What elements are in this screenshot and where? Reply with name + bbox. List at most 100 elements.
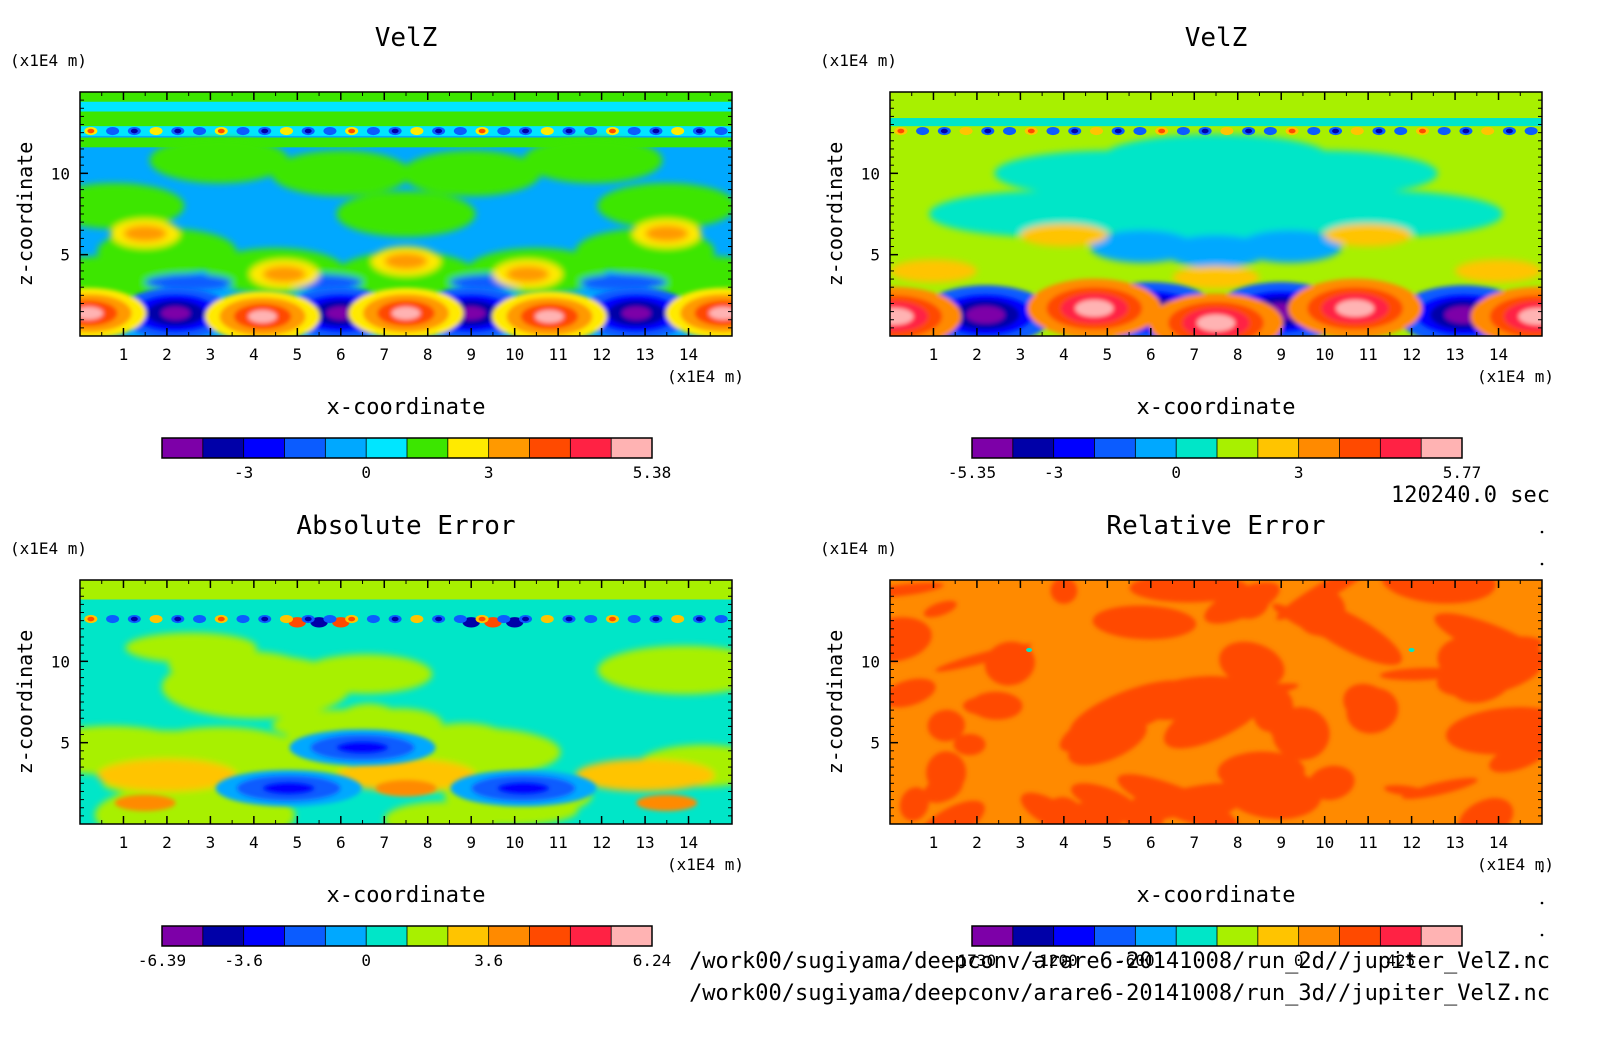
x-tick-label: 14 — [1489, 345, 1508, 364]
x-tick-label: 11 — [1359, 833, 1378, 852]
y-tick-label: 5 — [870, 734, 880, 753]
y-unit-label: (x1E4 m) — [10, 539, 87, 558]
x-tick-label: 2 — [162, 833, 172, 852]
y-axis-label: z-coordinate — [13, 142, 37, 287]
colorbar-tick-label: -600 — [1116, 951, 1155, 970]
colorbar-swatch — [1053, 926, 1095, 946]
colorbar-swatch — [1176, 926, 1218, 946]
y-axis-label: z-coordinate — [823, 630, 847, 775]
colorbar-swatch — [1421, 438, 1463, 458]
x-tick-label: 4 — [249, 345, 259, 364]
x-tick-label: 3 — [1016, 833, 1026, 852]
colorbar-tick-label: 0 — [1171, 463, 1181, 482]
x-unit-label: (x1E4 m) — [667, 367, 744, 386]
x-tick-label: 7 — [1189, 345, 1199, 364]
colorbar-swatch — [1135, 926, 1177, 946]
contour-field — [890, 92, 1542, 336]
x-tick-label: 11 — [1359, 345, 1378, 364]
colorbar-swatch — [447, 926, 490, 946]
x-tick-label: 14 — [1489, 833, 1508, 852]
colorbar-swatch — [1339, 926, 1381, 946]
x-tick-label: 3 — [1016, 345, 1026, 364]
colorbar-tick-label: -1730 — [948, 951, 996, 970]
colorbar-tick-label: 0 — [361, 951, 371, 970]
x-tick-label: 1 — [119, 345, 129, 364]
colorbar-tick-label: 3 — [1294, 463, 1304, 482]
x-tick-label: 1 — [119, 833, 129, 852]
colorbar-swatch — [972, 438, 1014, 458]
colorbar-tick-label: 425 — [1386, 951, 1415, 970]
colorbar-tick-label: 5.38 — [633, 463, 672, 482]
colorbar-swatch — [488, 926, 530, 946]
panel-title: Absolute Error — [296, 511, 515, 541]
small-vortex-row — [84, 126, 728, 136]
x-unit-label: (x1E4 m) — [1477, 367, 1554, 386]
x-tick-label: 8 — [423, 833, 433, 852]
x-tick-label: 1 — [929, 345, 939, 364]
colorbar-swatch — [202, 438, 245, 458]
x-tick-label: 9 — [1276, 833, 1286, 852]
colorbar-swatch — [529, 926, 571, 946]
panel-4: Relative Error(x1E4 m)1 2 3 4 5 6 7 8 9 10 11 12 13 1… — [820, 511, 1554, 970]
contour-field — [80, 580, 732, 824]
colorbar-swatch — [1012, 926, 1055, 946]
x-tick-label: 5 — [293, 833, 303, 852]
colorbar-swatch — [1421, 926, 1463, 946]
x-tick-label: 4 — [1059, 345, 1069, 364]
x-tick-label: 5 — [1103, 345, 1113, 364]
y-axis-label: z-coordinate — [13, 630, 37, 775]
colorbar: -5.35 -3 0 3 5.77 — [948, 437, 1481, 482]
y-tick-label: 5 — [60, 246, 70, 265]
colorbar-swatch — [1298, 926, 1340, 946]
x-tick-label: 13 — [635, 833, 654, 852]
x-tick-label: 5 — [293, 345, 303, 364]
x-tick-label: 14 — [679, 833, 698, 852]
x-tick-label: 3 — [206, 833, 216, 852]
colorbar-swatch — [1053, 438, 1095, 458]
colorbar-tick-label: 6.24 — [633, 951, 672, 970]
x-tick-label: 12 — [592, 833, 611, 852]
colorbar-swatch — [1217, 926, 1259, 946]
panel-1: VelZ(x1E4 m)1 2 3 4 5 6 7 8 9 10 11 12 13 14510(x1E4 … — [10, 23, 744, 482]
colorbar-swatch — [570, 438, 612, 458]
x-tick-label: 11 — [549, 833, 568, 852]
colorbar-tick-label: -3.6 — [224, 951, 263, 970]
colorbar-swatch — [972, 926, 1014, 946]
colorbar-swatch — [611, 926, 653, 946]
y-tick-label: 10 — [51, 652, 70, 671]
colorbar-swatch — [202, 926, 245, 946]
y-tick-label: 10 — [861, 652, 880, 671]
colorbar-swatch — [366, 438, 408, 458]
colorbar-tick-label: -5.35 — [948, 463, 996, 482]
x-tick-label: 6 — [336, 833, 346, 852]
colorbar-swatch — [1298, 438, 1340, 458]
x-tick-label: 2 — [972, 833, 982, 852]
x-tick-label: 4 — [249, 833, 259, 852]
colorbar-swatch — [447, 438, 490, 458]
colorbar-swatch — [1094, 926, 1136, 946]
x-tick-label: 5 — [1103, 833, 1113, 852]
x-tick-label: 11 — [549, 345, 568, 364]
x-tick-label: 12 — [1402, 345, 1421, 364]
x-tick-label: 10 — [505, 833, 524, 852]
x-tick-label: 3 — [206, 345, 216, 364]
x-tick-label: 9 — [466, 833, 476, 852]
colorbar-swatch — [1257, 926, 1300, 946]
colorbar-swatch — [1176, 438, 1218, 458]
y-tick-label: 10 — [51, 164, 70, 183]
y-unit-label: (x1E4 m) — [10, 51, 87, 70]
file-path-1: /work00/sugiyama/deepconv/arare6-2014100… — [689, 949, 1550, 974]
x-tick-label: 10 — [505, 345, 524, 364]
colorbar-swatch — [162, 438, 204, 458]
colorbar-swatch — [366, 926, 408, 946]
x-tick-label: 8 — [1233, 833, 1243, 852]
file-path-2: /work00/sugiyama/deepconv/arare6-2014100… — [689, 981, 1550, 1006]
colorbar-tick-label: -6.39 — [138, 951, 186, 970]
colorbar-tick-label: 3 — [484, 463, 494, 482]
panel-3: Absolute Error(x1E4 m)1 2 3 4 5 6 7 8 9 10 11 12 13 1… — [10, 511, 744, 970]
x-tick-label: 8 — [1233, 345, 1243, 364]
colorbar-swatch — [1339, 438, 1381, 458]
colorbar-swatch — [1094, 438, 1136, 458]
colorbar-swatch — [325, 438, 367, 458]
x-tick-label: 8 — [423, 345, 433, 364]
